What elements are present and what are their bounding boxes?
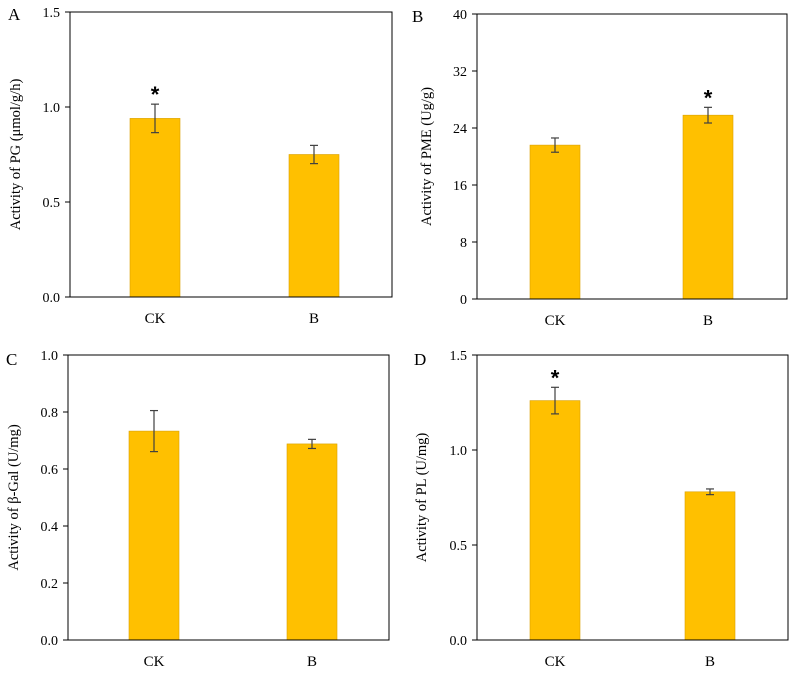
y-tick-label: 40 <box>453 8 467 23</box>
y-tick-label: 0.4 <box>41 520 59 535</box>
y-tick-label: 0.6 <box>41 463 59 478</box>
panel-c: C Activity of β-Gal (U/mg) 0.0 0.2 0.4 0.6 0.8… <box>6 349 390 670</box>
y-tick-label: 1.0 <box>43 101 61 116</box>
plot-frame <box>476 13 788 300</box>
bar-b <box>684 491 736 641</box>
y-tick-label: 0.0 <box>450 634 468 649</box>
panel-a: A Activity of PG (μmol/g/h) 0.0 0.5 1.0 1.5 * C… <box>8 5 393 327</box>
y-axis-title: Activity of PL (U/mg) <box>414 433 430 563</box>
bar-ck <box>128 430 180 641</box>
y-tick-label: 1.0 <box>450 444 468 459</box>
x-category-label: CK <box>145 311 166 327</box>
y-tick-label: 0.0 <box>41 634 59 649</box>
x-category-label: CK <box>144 654 165 670</box>
y-tick-label: 0.5 <box>43 196 61 211</box>
significance-mark: * <box>151 82 160 107</box>
y-tick-label: 32 <box>453 65 467 80</box>
bar-b <box>288 154 340 298</box>
y-tick-label: 1.5 <box>450 349 468 364</box>
y-tick-label: 1.5 <box>43 6 61 21</box>
y-axis-title: Activity of β-Gal (U/mg) <box>6 424 22 570</box>
y-tick-label: 0.0 <box>43 291 61 306</box>
bar-b <box>682 114 734 300</box>
x-category-label: CK <box>545 313 566 329</box>
panel-label: D <box>414 350 426 369</box>
bar-b <box>286 443 338 641</box>
bar-ck <box>529 400 581 641</box>
plot-frame <box>69 11 393 298</box>
y-tick-label: 0.2 <box>41 577 59 592</box>
panel-label: A <box>8 5 21 24</box>
bar-ck <box>129 118 181 298</box>
y-tick-label: 8 <box>460 236 467 251</box>
plot-frame <box>476 354 789 641</box>
y-tick-label: 24 <box>453 122 467 137</box>
panel-label: B <box>412 7 423 26</box>
y-tick-label: 16 <box>453 179 467 194</box>
x-category-label: B <box>703 313 713 329</box>
panel-b: B Activity of PME (Ug/g) 0 8 16 24 32 40 CK * B <box>412 7 788 329</box>
y-tick-label: 0.8 <box>41 406 59 421</box>
significance-mark: * <box>704 85 713 110</box>
y-tick-label: 1.0 <box>41 349 59 364</box>
x-category-label: B <box>309 311 319 327</box>
x-category-label: CK <box>545 654 566 670</box>
plot-frame <box>67 354 390 641</box>
y-axis-title: Activity of PG (μmol/g/h) <box>8 79 24 231</box>
panel-label: C <box>6 350 17 369</box>
x-category-label: B <box>307 654 317 670</box>
bar-ck <box>529 144 581 300</box>
y-tick-label: 0.5 <box>450 539 468 554</box>
y-axis-title: Activity of PME (Ug/g) <box>419 87 435 226</box>
y-tick-label: 0 <box>460 293 467 308</box>
x-category-label: B <box>705 654 715 670</box>
significance-mark: * <box>551 365 560 390</box>
panel-d: D Activity of PL (U/mg) 0.0 0.5 1.0 1.5 * CK B <box>414 349 789 670</box>
